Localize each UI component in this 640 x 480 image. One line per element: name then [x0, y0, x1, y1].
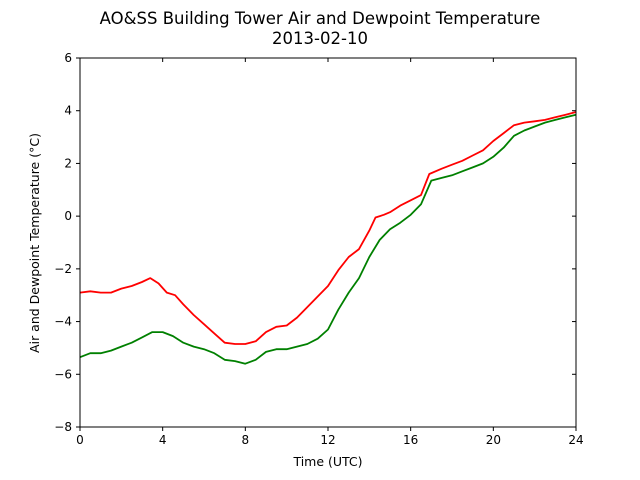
- y-tick-label: 0: [64, 209, 72, 223]
- axes-frame: [79, 57, 577, 428]
- y-axis-label: Air and Dewpoint Temperature (°C): [27, 133, 42, 353]
- chart-title: AO&SS Building Tower Air and Dewpoint Te…: [100, 9, 541, 28]
- y-tick-label: −2: [54, 262, 72, 276]
- x-tick-label: 8: [242, 433, 250, 447]
- y-tick-label: −8: [54, 420, 72, 434]
- x-tick-label: 12: [320, 433, 335, 447]
- x-tick-label: 0: [76, 433, 84, 447]
- series-line-0: [79, 111, 577, 345]
- y-tick-label: 6: [64, 51, 72, 65]
- x-tick-label: 20: [486, 433, 501, 447]
- series-line-1: [79, 113, 577, 365]
- x-tick-label: 24: [568, 433, 583, 447]
- chart-subtitle: 2013-02-10: [272, 29, 368, 48]
- x-tick-label: 4: [159, 433, 167, 447]
- x-tick-label: 16: [403, 433, 418, 447]
- x-axis-label: Time (UTC): [292, 454, 362, 469]
- y-tick-label: 4: [64, 104, 72, 118]
- y-tick-label: 2: [64, 156, 72, 170]
- y-tick-label: −6: [54, 367, 72, 381]
- y-tick-label: −4: [54, 315, 72, 329]
